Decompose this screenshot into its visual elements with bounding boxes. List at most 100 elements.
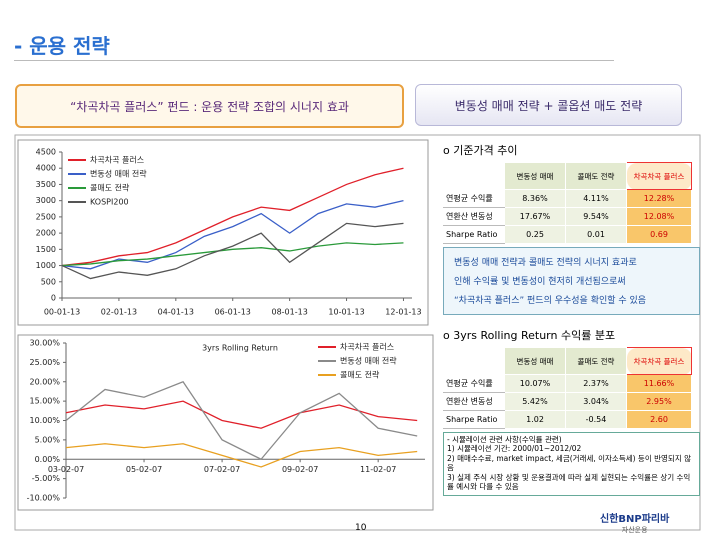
logo-sub: 자산운용 <box>621 526 648 534</box>
series-line <box>61 167 404 267</box>
legend-label: 콜매도 전략 <box>90 183 130 193</box>
cell: 0.01 <box>565 225 627 244</box>
cell: 8.36% <box>504 189 566 208</box>
series-line <box>65 380 418 461</box>
x-tick-label: 04-01-13 <box>158 308 194 317</box>
logo: 신한BNP파리바 자산운용 <box>600 510 669 535</box>
y-tick-label: 5.00% <box>35 435 61 444</box>
cell: 0.25 <box>504 225 566 244</box>
header-row: 변동성 매매 콜매도 전략 차곡차곡 플러스 <box>443 347 692 375</box>
cell: 2.37% <box>565 374 627 393</box>
legend-label: 변동성 매매 전략 <box>90 169 147 179</box>
column-header: 콜매도 전략 <box>565 162 627 190</box>
chart-title: 3yrs Rolling Return <box>202 344 278 353</box>
notes-box: - 시뮬레이션 관련 사항(수익률 관련) 1) 시뮬레이션 기간: 2000/0… <box>443 432 700 496</box>
rule <box>14 60 614 61</box>
data-table: 변동성 매매 콜매도 전략 차곡차곡 플러스 연평균 수익률 10.07% 2.37% 11… <box>443 347 692 429</box>
highlight-header: 차곡차곡 플러스 <box>626 347 692 375</box>
legend-label: 변동성 매매 전략 <box>340 356 397 366</box>
data-table: 변동성 매매 콜매도 전략 차곡차곡 플러스 연평균 수익률 8.36% 4.11% 12.… <box>443 162 692 244</box>
series-line <box>61 242 404 267</box>
frame <box>14 134 701 531</box>
cell: 12.08% <box>626 207 692 226</box>
y-tick-label: 1000 <box>36 261 56 270</box>
legend-label: 콜매도 전략 <box>340 370 380 380</box>
note-line: 2) 매매수수료, market impact, 세금(거래세, 이자소득세) … <box>447 453 691 473</box>
cell: -0.54 <box>565 410 627 429</box>
y-tick-label: -5.00% <box>32 474 61 483</box>
y-tick-label: 0 <box>51 294 56 303</box>
cell: 11.66% <box>626 374 692 393</box>
x-tick-label: 12-01-13 <box>385 308 421 317</box>
row-label: 연환산 변동성 <box>443 392 505 411</box>
table2: 변동성 매매 콜매도 전략 차곡차곡 플러스 연평균 수익률 10.07% 2.37% 11… <box>443 347 692 429</box>
y-tick-label: 4000 <box>36 164 56 173</box>
x-tick-label: 03-02-07 <box>48 465 84 474</box>
legend-label: 차곡차곡 플러스 <box>340 343 394 352</box>
cell: 0.69 <box>626 225 692 244</box>
chart2-frame <box>17 334 434 511</box>
left-box: “차곡차곡 플러스” 펀드 : 운용 전략 조합의 시너지 효과 <box>15 84 404 128</box>
legend-label: KOSPI200 <box>90 198 129 207</box>
x-tick-label: 02-01-13 <box>101 308 137 317</box>
row: 연환산 변동성 17.67% 9.54% 12.08% <box>443 207 692 226</box>
y-tick-label: 500 <box>41 277 56 286</box>
header-row: 변동성 매매 콜매도 전략 차곡차곡 플러스 <box>443 162 692 190</box>
legend-label: 차곡차곡 플러스 <box>90 156 144 165</box>
y-tick-label: 25.00% <box>29 358 60 367</box>
y-tick-label: 2500 <box>36 212 56 221</box>
x-tick-label: 05-02-07 <box>126 465 162 474</box>
x-tick-label: 06-01-13 <box>215 308 251 317</box>
column-header: 콜매도 전략 <box>565 347 627 375</box>
cell: 9.54% <box>565 207 627 226</box>
y-tick-label: 2000 <box>36 229 56 238</box>
page-number: 10 <box>355 523 367 533</box>
logo-text: 신한BNP파리바 <box>600 514 670 525</box>
corner <box>443 162 505 190</box>
cell: 10.07% <box>504 374 566 393</box>
cell: 1.02 <box>504 410 566 429</box>
chart1-frame <box>17 139 429 326</box>
cell: 2.60 <box>626 410 692 429</box>
y-tick-label: 10.00% <box>29 416 60 425</box>
x-tick-label: 08-01-13 <box>271 308 307 317</box>
cell: 3.04% <box>565 392 627 411</box>
x-tick-label: 10-01-13 <box>328 308 364 317</box>
heading1: o 기준가격 추이 <box>443 144 518 157</box>
row: 연평균 수익률 10.07% 2.37% 11.66% <box>443 374 692 393</box>
cell: 4.11% <box>565 189 627 208</box>
x-tick-label: 00-01-13 <box>44 308 80 317</box>
summary-line: “차곡차곡 플러스” 펀드의 우수성을 확인할 수 있음 <box>454 296 647 306</box>
row: Sharpe Ratio 0.25 0.01 0.69 <box>443 225 692 244</box>
row: Sharpe Ratio 1.02 -0.54 2.60 <box>443 410 692 429</box>
y-tick-label: 30.00% <box>29 339 60 348</box>
y-tick-label: 20.00% <box>29 377 60 386</box>
cell: 17.67% <box>504 207 566 226</box>
y-tick-label: 4500 <box>36 148 56 157</box>
row-label: 연평균 수익률 <box>443 189 505 208</box>
column-header: 변동성 매매 <box>504 162 566 190</box>
y-tick-label: 15.00% <box>29 397 60 406</box>
y-tick-label: 1500 <box>36 245 56 254</box>
row-label: Sharpe Ratio <box>443 225 505 244</box>
column-header: 변동성 매매 <box>504 347 566 375</box>
x-tick-label: 07-02-07 <box>204 465 240 474</box>
y-tick-label: 0.00% <box>35 455 61 464</box>
highlight-header: 차곡차곡 플러스 <box>626 162 692 190</box>
series-line <box>65 400 418 429</box>
row-label: 연환산 변동성 <box>443 207 505 226</box>
series-line <box>61 222 404 280</box>
series-line <box>65 443 418 468</box>
cell: 2.95% <box>626 392 692 411</box>
row-label: Sharpe Ratio <box>443 410 505 429</box>
x-tick-label: 11-02-07 <box>360 465 396 474</box>
summary-box: 변동성 매매 전략과 콜매도 전략의 시너지 효과로 인해 수익률 및 변동성이 … <box>443 247 700 315</box>
x-tick-label: 09-02-07 <box>282 465 318 474</box>
summary-line: 변동성 매매 전략과 콜매도 전략의 시너지 효과로 <box>454 258 637 268</box>
row: 연환산 변동성 5.42% 3.04% 2.95% <box>443 392 692 411</box>
y-tick-label: 3000 <box>36 196 56 205</box>
y-tick-label: 3500 <box>36 180 56 189</box>
heading2: o 3yrs Rolling Return 수익률 분포 <box>443 329 616 342</box>
